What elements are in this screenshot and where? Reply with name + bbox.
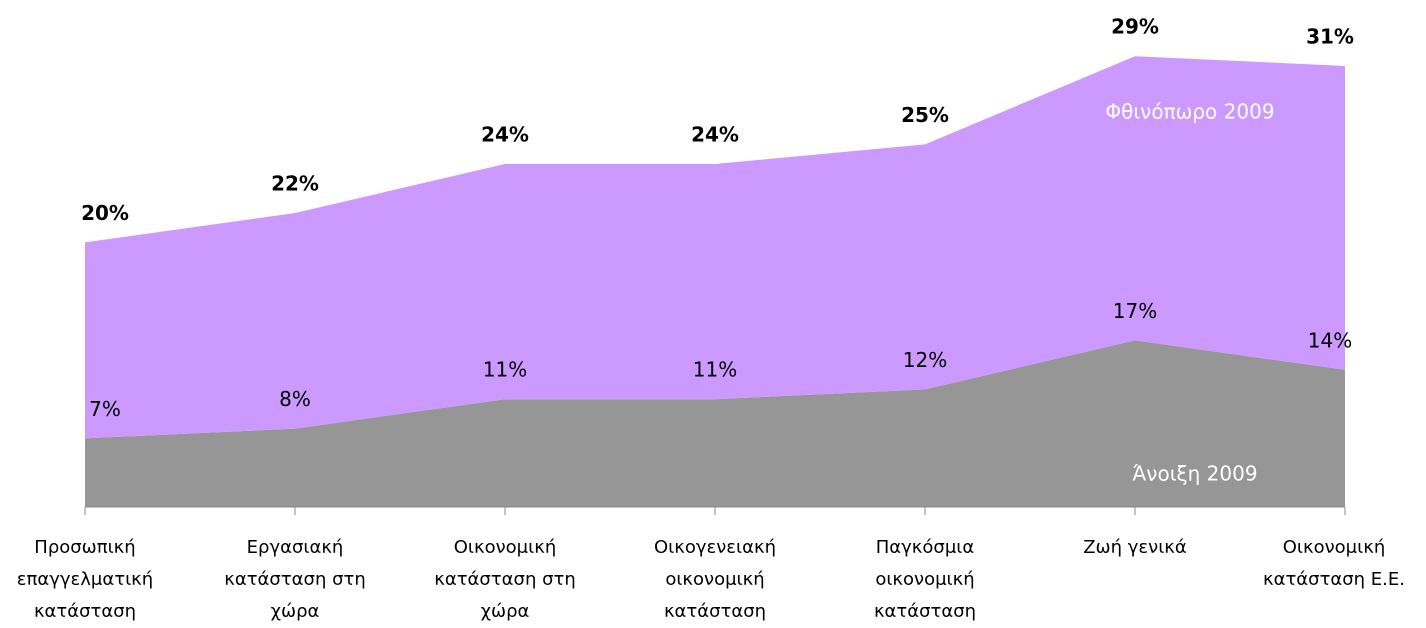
area bbox=[85, 56, 1345, 439]
series-label: Φθινόπωρο 2009 bbox=[1105, 100, 1274, 124]
data-label: 29% bbox=[1111, 15, 1159, 39]
data-label: 31% bbox=[1306, 25, 1354, 49]
data-label: 11% bbox=[693, 358, 737, 382]
data-label: 20% bbox=[81, 201, 129, 225]
data-label: 22% bbox=[271, 172, 319, 196]
data-label: 24% bbox=[481, 123, 529, 147]
x-tick-label: Οικονομική κατάσταση Ε.Ε. bbox=[1262, 537, 1405, 590]
data-label: 24% bbox=[691, 123, 739, 147]
x-tick-label: Εργασιακή κατάσταση στη χώρα bbox=[224, 537, 366, 622]
data-label: 8% bbox=[279, 387, 311, 411]
data-label: 14% bbox=[1308, 328, 1352, 352]
data-label: 12% bbox=[903, 348, 947, 372]
x-tick-label: Οικογενειακή οικονομική κατάσταση bbox=[653, 537, 777, 622]
data-label: 17% bbox=[1113, 299, 1157, 323]
data-label: 11% bbox=[483, 358, 527, 382]
data-label: 7% bbox=[89, 397, 121, 421]
area bbox=[85, 340, 1345, 507]
x-tick-label: Παγκόσμια οικονομική κατάσταση bbox=[873, 537, 977, 622]
x-tick-label: Οικονομική κατάσταση στη χώρα bbox=[434, 537, 576, 622]
x-tick-label: Ζωή γενικά bbox=[1083, 537, 1187, 558]
data-label: 25% bbox=[901, 103, 949, 127]
series-label: Άνοιξη 2009 bbox=[1132, 462, 1257, 486]
x-tick-label: Προσωπική επαγγελματική κατάσταση bbox=[16, 537, 154, 622]
